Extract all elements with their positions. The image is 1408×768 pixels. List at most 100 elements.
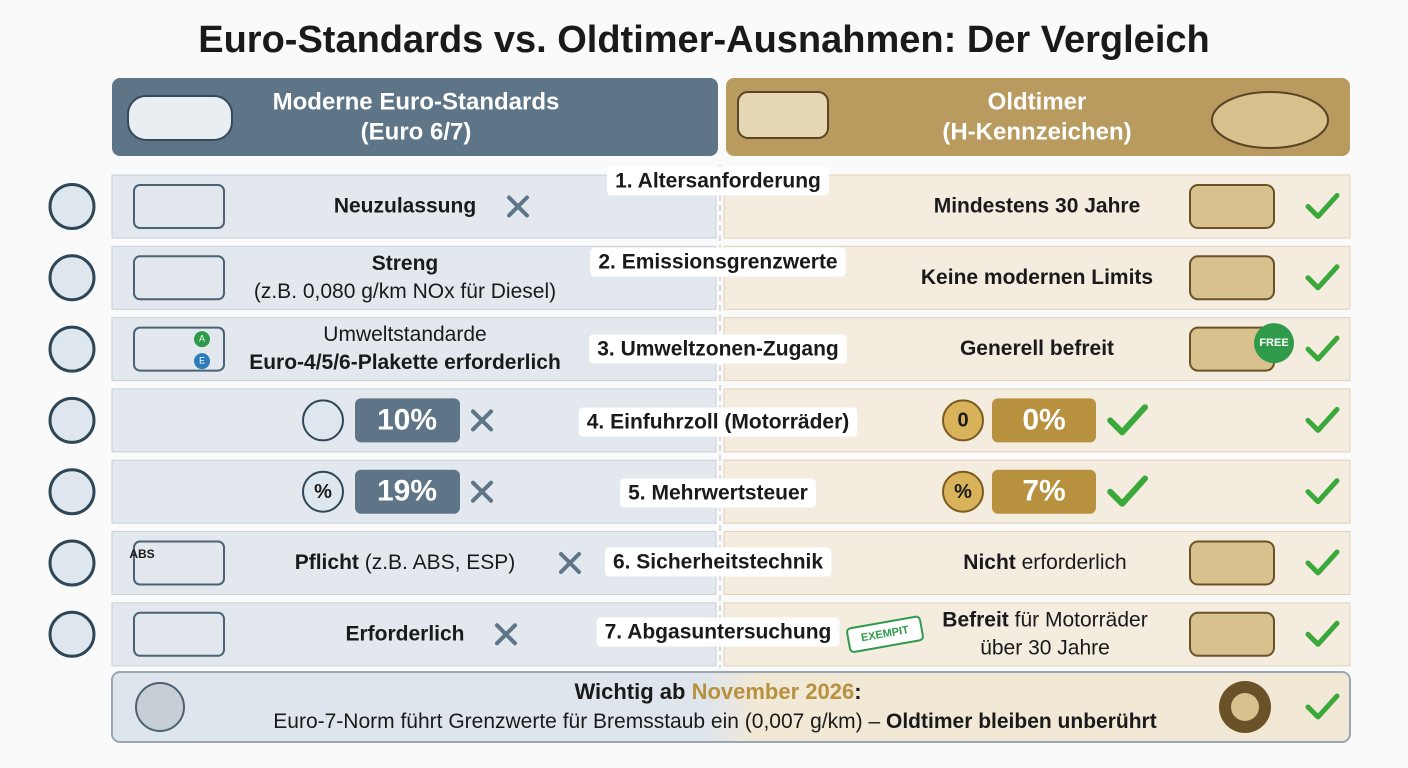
car-icon <box>737 91 829 139</box>
badge-right <box>992 469 1096 514</box>
cell-text: Befreit für Motorräder <box>942 608 1147 631</box>
text-run: Erforderlich <box>345 622 464 645</box>
cell-text: (z.B. 0,080 g/km NOx für Diesel) <box>254 279 556 302</box>
left-illustration <box>133 326 225 372</box>
text-run: Keine modernen Limits <box>921 265 1153 288</box>
row-icon <box>48 183 96 230</box>
check-icon <box>1305 264 1340 291</box>
text-run: Euro-7-Norm führt Grenzwerte für Bremsst… <box>273 710 886 733</box>
badge-icon <box>302 470 344 513</box>
left-illustration <box>133 255 225 301</box>
cell-text: Mindestens 30 Jahre <box>934 194 1141 217</box>
badge-right <box>992 398 1096 443</box>
row-icon <box>48 610 96 658</box>
cell-text: Neuzulassung <box>334 194 476 217</box>
badge-icon <box>302 399 344 442</box>
title: Euro-Standards vs. Oldtimer-Ausnahmen: D… <box>198 19 1209 61</box>
text-run: für Motorräder <box>1009 608 1148 631</box>
cross-icon <box>471 409 493 432</box>
plakette <box>194 353 210 370</box>
text-run: November 2026 <box>692 679 855 704</box>
row-icon <box>48 396 96 444</box>
cell-text: Pflicht (z.B. ABS, ESP) <box>295 551 516 574</box>
header-left <box>112 78 718 156</box>
row-label: 6. Sicherheitstechnik <box>613 551 823 574</box>
right-illustration <box>1189 184 1275 229</box>
cross-icon <box>471 480 493 503</box>
plakette <box>194 331 210 348</box>
text-run: : <box>854 679 861 704</box>
icon-text: FREE <box>1259 337 1288 349</box>
text-run: (z.B. 0,080 g/km NOx für Diesel) <box>254 279 556 302</box>
cross-stroke <box>507 195 529 218</box>
text-run: Euro-4/5/6-Plakette erforderlich <box>249 351 561 374</box>
badge-left <box>355 398 460 443</box>
icon-text: % <box>314 481 332 503</box>
row-icon <box>48 254 96 302</box>
text-run: Befreit <box>942 608 1009 631</box>
row-label: 1. Altersanforderung <box>615 170 821 193</box>
text-run: Streng <box>372 251 439 274</box>
row-label-bg <box>589 334 847 364</box>
check-icon <box>1305 549 1340 576</box>
badge-text: 0% <box>1022 403 1065 436</box>
text-run: Generell befreit <box>960 337 1114 360</box>
text-run: Pflicht <box>295 551 359 574</box>
check-icon <box>1305 193 1340 219</box>
car-icon <box>127 95 233 141</box>
icon-text: E <box>199 355 205 365</box>
text-run: Umweltstandarde <box>323 323 486 346</box>
row-label: 3. Umweltzonen-Zugang <box>597 338 839 361</box>
cell-text: Euro-7-Norm führt Grenzwerte für Bremsst… <box>273 710 1156 733</box>
cell-text: Euro-4/5/6-Plakette erforderlich <box>249 351 561 374</box>
column-header: (Euro 6/7) <box>361 118 472 145</box>
text-run: Oldtimer bleiben unberührt <box>886 710 1157 733</box>
cell-text: über 30 Jahre <box>980 636 1110 659</box>
check-icon <box>1305 478 1340 505</box>
check-icon <box>1305 693 1340 720</box>
cell-text: Generell befreit <box>960 337 1114 360</box>
badge-left <box>355 469 460 514</box>
tire-icon <box>1231 693 1259 721</box>
cross-stroke <box>471 480 493 503</box>
row-label-bg <box>596 617 840 647</box>
icon-text: % <box>954 481 972 503</box>
row-label-bg <box>590 247 846 277</box>
badge-text: 7% <box>1022 475 1065 508</box>
row-label: 2. Emissionsgrenzwerte <box>598 251 837 274</box>
check-icon <box>1107 404 1148 436</box>
row-icon <box>48 325 96 373</box>
column-header: Moderne Euro-Standards <box>273 88 560 115</box>
header-right <box>726 78 1350 156</box>
cell-text: Wichtig ab November 2026: <box>574 679 861 704</box>
row-label-bg <box>604 547 832 577</box>
left-illustration <box>133 611 225 657</box>
row-label-bg <box>607 166 829 196</box>
text-run: Nicht <box>963 551 1016 574</box>
row-label: 7. Abgasuntersuchung <box>605 621 832 644</box>
text-run: Wichtig ab <box>574 679 691 704</box>
check-icon <box>1107 475 1148 507</box>
column-header: Oldtimer <box>988 88 1087 115</box>
text-run: Neuzulassung <box>334 194 476 217</box>
cell-text: Umweltstandarde <box>323 323 486 346</box>
row-icon <box>48 539 96 587</box>
right-illustration <box>1189 611 1275 657</box>
brake-icon <box>135 682 185 732</box>
row-icon <box>48 468 96 516</box>
exempt-stamp <box>846 615 924 653</box>
icon-text: 0 <box>957 410 968 432</box>
footer-box <box>111 671 1351 743</box>
badge-icon <box>942 470 984 513</box>
text-run: über 30 Jahre <box>980 636 1110 659</box>
check-icon <box>1305 335 1340 362</box>
row-label-bg <box>578 407 858 437</box>
cell-text: Erforderlich <box>345 622 464 645</box>
left-illustration <box>133 184 225 229</box>
text-run: (z.B. ABS, ESP) <box>359 551 515 574</box>
row-label-bg <box>620 478 816 508</box>
right-illustration <box>1189 540 1275 586</box>
row-label: 4. Einfuhrzoll (Motorräder) <box>587 411 850 434</box>
column-header: (H-Kennzeichen) <box>942 118 1131 145</box>
cell-text: Keine modernen Limits <box>921 265 1153 288</box>
